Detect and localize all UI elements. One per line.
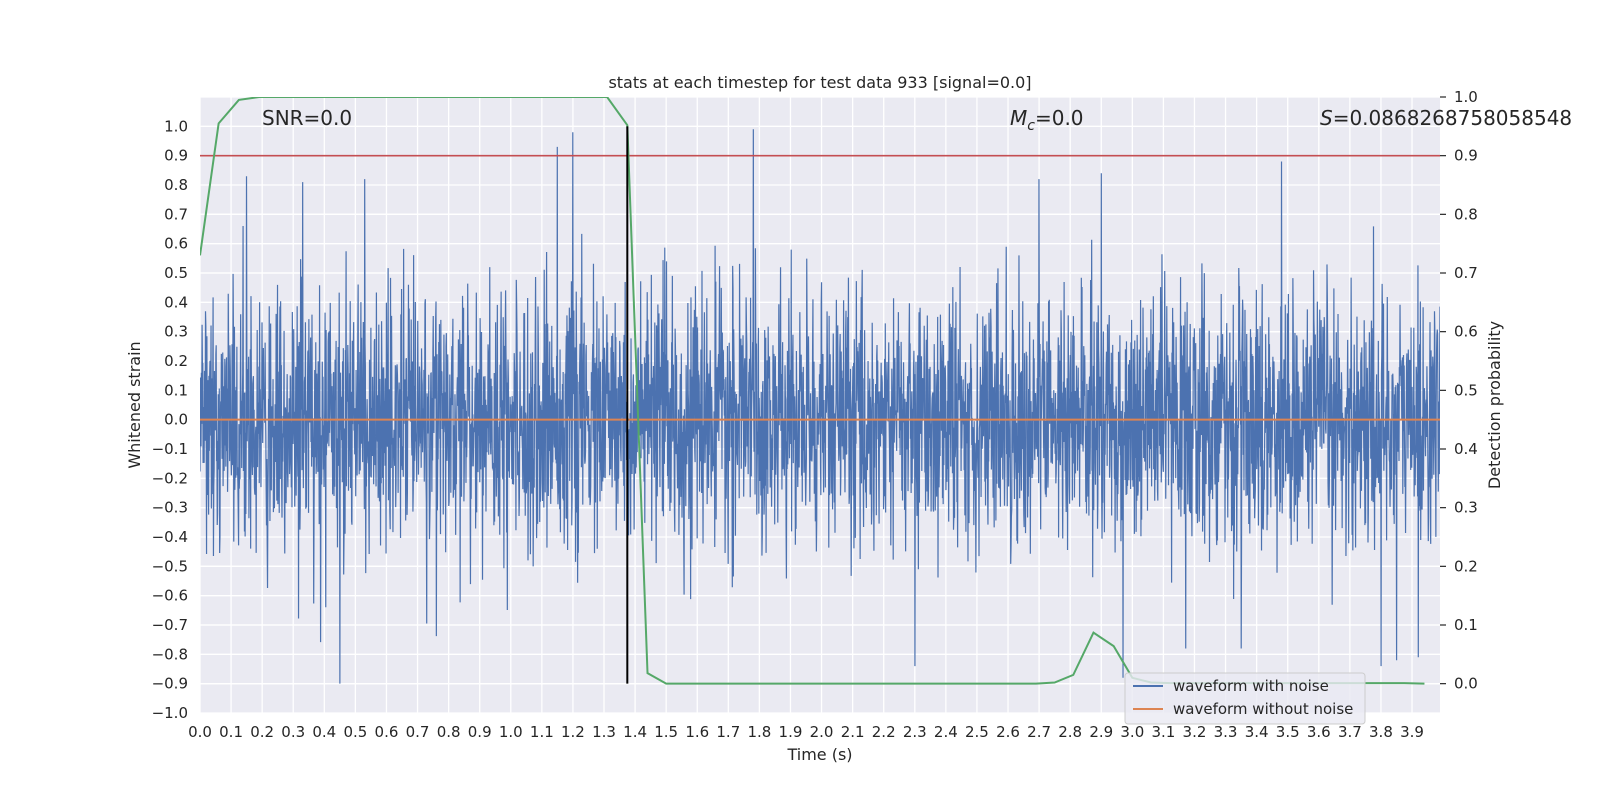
x-tick-label: 1.6	[685, 723, 709, 741]
y2-tick-label: 0.1	[1454, 616, 1478, 634]
y-tick-label: −0.1	[152, 440, 188, 458]
y2-tick-label: 1.0	[1454, 88, 1478, 106]
x-tick-label: 3.1	[1151, 723, 1175, 741]
y2-tick-label: 0.5	[1454, 381, 1478, 399]
snr-annotation: SNR=0.0	[262, 106, 352, 130]
y2-tick-label: 0.3	[1454, 499, 1478, 517]
s-value: =0.0868268758058548	[1333, 106, 1572, 130]
y2-tick-label: 0.7	[1454, 264, 1478, 282]
y-tick-label: 0.7	[164, 205, 188, 223]
y-tick-label: −0.5	[152, 557, 188, 575]
x-tick-label: 3.8	[1369, 723, 1393, 741]
y-tick-label: 0.0	[164, 411, 188, 429]
y-tick-label: 0.2	[164, 352, 188, 370]
x-tick-label: 3.4	[1245, 723, 1269, 741]
x-tick-label: 3.9	[1400, 723, 1424, 741]
legend: waveform with noise waveform without noi…	[1124, 672, 1366, 725]
x-tick-label: 0.8	[437, 723, 461, 741]
y-tick-label: 0.1	[164, 381, 188, 399]
y-tick-label: 0.6	[164, 235, 188, 253]
legend-box	[1124, 672, 1366, 725]
x-tick-label: 1.5	[654, 723, 678, 741]
mc-annotation: Mc=0.0	[1010, 106, 1084, 134]
x-tick-label: 0.4	[312, 723, 336, 741]
mc-subscript: c	[1027, 118, 1035, 134]
series-waveform-with-noise	[200, 129, 1440, 684]
legend-label-clean: waveform without noise	[1173, 700, 1353, 718]
x-tick-label: 2.7	[1027, 723, 1051, 741]
x-tick-label: 2.2	[872, 723, 896, 741]
y2-tick-label: 0.2	[1454, 557, 1478, 575]
x-tick-label: 0.9	[468, 723, 492, 741]
x-tick-label: 3.0	[1120, 723, 1144, 741]
y-axis-label: Whitened strain	[125, 341, 144, 468]
x-tick-label: 3.3	[1214, 723, 1238, 741]
y-tick-label: −0.7	[152, 616, 188, 634]
x-tick-label: 1.2	[561, 723, 585, 741]
x-axis-ticks: 0.0 0.1 0.2 0.3 0.4 0.5 0.6 0.7 0.8 0.9 1.0 1.1 1.2 1…	[188, 723, 1424, 741]
x-tick-label: 0.5	[343, 723, 367, 741]
x-tick-label: 3.7	[1338, 723, 1362, 741]
x-tick-label: 1.0	[499, 723, 523, 741]
y-tick-label: −0.3	[152, 499, 188, 517]
y2-tick-label: 0.6	[1454, 323, 1478, 341]
x-tick-label: 0.3	[281, 723, 305, 741]
mc-value: =0.0	[1035, 106, 1084, 130]
x-tick-label: 0.1	[219, 723, 243, 741]
x-tick-label: 3.2	[1183, 723, 1207, 741]
y2-tick-label: 0.4	[1454, 440, 1478, 458]
x-tick-label: 2.9	[1089, 723, 1113, 741]
y2-axis-label: Detection probability	[1485, 321, 1504, 489]
y2-axis-ticks: 1.0 0.9 0.8 0.7 0.6 0.5 0.4 0.3 0.2 0.1 0.0	[1440, 88, 1478, 693]
x-tick-label: 0.0	[188, 723, 212, 741]
x-tick-label: 0.2	[250, 723, 274, 741]
x-tick-label: 0.6	[375, 723, 399, 741]
y-tick-label: 0.4	[164, 293, 188, 311]
y-tick-label: 0.8	[164, 176, 188, 194]
y2-tick-label: 0.9	[1454, 147, 1478, 165]
x-tick-label: 2.4	[934, 723, 958, 741]
y-tick-label: −0.2	[152, 469, 188, 487]
x-tick-label: 2.3	[903, 723, 927, 741]
x-tick-label: 2.0	[810, 723, 834, 741]
x-tick-label: 1.3	[592, 723, 616, 741]
s-annotation: S=0.0868268758058548	[1320, 106, 1572, 130]
chart-title: stats at each timestep for test data 933…	[608, 73, 1031, 92]
x-tick-label: 1.1	[530, 723, 554, 741]
y2-tick-label: 0.0	[1454, 675, 1478, 693]
y-tick-label: −1.0	[152, 704, 188, 722]
x-tick-label: 2.1	[841, 723, 865, 741]
legend-label-noise: waveform with noise	[1173, 677, 1329, 695]
y-tick-label: −0.6	[152, 587, 188, 605]
y-axis-ticks: 1.0 0.9 0.8 0.7 0.6 0.5 0.4 0.3 0.2 0.1 0.0 −0.1 −0.…	[152, 117, 188, 722]
x-tick-label: 0.7	[406, 723, 430, 741]
x-tick-label: 3.5	[1276, 723, 1300, 741]
x-tick-label: 1.8	[747, 723, 771, 741]
y-tick-label: 1.0	[164, 117, 188, 135]
x-tick-label: 2.6	[996, 723, 1020, 741]
x-tick-label: 1.4	[623, 723, 647, 741]
x-tick-label: 2.8	[1058, 723, 1082, 741]
mc-symbol: M	[1010, 106, 1027, 130]
y2-tick-label: 0.8	[1454, 205, 1478, 223]
y-tick-label: −0.8	[152, 645, 188, 663]
y-tick-label: 0.9	[164, 147, 188, 165]
x-axis-label: Time (s)	[786, 745, 852, 764]
y-tick-label: −0.4	[152, 528, 188, 546]
y-tick-label: −0.9	[152, 675, 188, 693]
x-tick-label: 1.7	[716, 723, 740, 741]
y-tick-label: 0.5	[164, 264, 188, 282]
x-tick-label: 2.5	[965, 723, 989, 741]
s-symbol: S	[1320, 106, 1333, 130]
x-tick-label: 3.6	[1307, 723, 1331, 741]
y-tick-label: 0.3	[164, 323, 188, 341]
x-tick-label: 1.9	[779, 723, 803, 741]
